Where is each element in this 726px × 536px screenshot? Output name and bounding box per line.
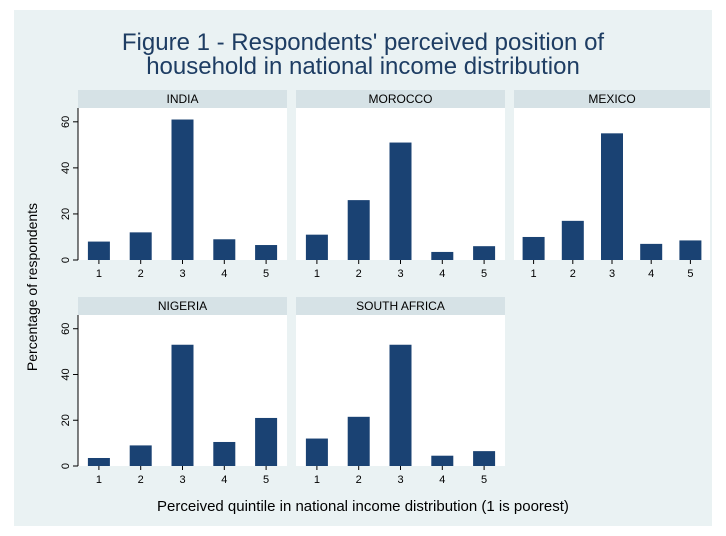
bar (171, 119, 194, 260)
panel-strip (514, 90, 710, 108)
x-tick-label: 1 (314, 474, 320, 486)
panel-strip (78, 90, 287, 108)
y-tick-label: 20 (60, 414, 72, 426)
y-tick-label: 40 (60, 162, 72, 174)
bar (171, 344, 194, 466)
x-tick-label: 1 (531, 268, 537, 280)
chart-title-line-2: household in national income distributio… (146, 53, 580, 80)
y-tick-label: 20 (60, 208, 72, 220)
x-tick-label: 2 (570, 268, 576, 280)
x-tick-label: 4 (439, 474, 445, 486)
bar (473, 246, 496, 260)
bar (129, 445, 152, 466)
x-tick-label: 5 (263, 474, 269, 486)
x-tick-label: 2 (356, 474, 362, 486)
bar (561, 220, 584, 260)
x-tick-label: 4 (648, 268, 654, 280)
x-tick-label: 3 (609, 268, 615, 280)
x-tick-label: 3 (397, 268, 403, 280)
x-tick-label: 4 (439, 268, 445, 280)
x-tick-label: 5 (481, 268, 487, 280)
panel-title: SOUTH AFRICA (356, 299, 445, 313)
bar (679, 240, 702, 260)
bar (305, 234, 328, 260)
bar (305, 438, 328, 466)
x-tick-label: 5 (263, 268, 269, 280)
bar (87, 241, 110, 260)
y-tick-label: 60 (60, 116, 72, 128)
x-tick-label: 1 (314, 268, 320, 280)
bar (347, 416, 370, 466)
bar (431, 455, 454, 466)
y-tick-label: 0 (60, 463, 72, 469)
x-tick-label: 3 (397, 474, 403, 486)
bar (431, 251, 454, 260)
bar (255, 417, 278, 466)
x-tick-label: 2 (138, 268, 144, 280)
panel-title: NIGERIA (157, 299, 208, 313)
bar (473, 451, 496, 466)
bar (640, 243, 663, 260)
bar (389, 344, 412, 466)
x-tick-label: 1 (96, 474, 102, 486)
bar (601, 133, 623, 260)
y-tick-label: 60 (60, 323, 72, 335)
panel-title: MOROCCO (368, 92, 433, 106)
panel-strip (296, 90, 505, 108)
panel-title: INDIA (166, 92, 199, 106)
x-tick-label: 5 (481, 474, 487, 486)
x-tick-label: 2 (138, 474, 144, 486)
x-tick-label: 2 (356, 268, 362, 280)
x-tick-label: 3 (179, 268, 185, 280)
bar (389, 142, 412, 260)
chart-title-line-1: Figure 1 - Respondents' perceived positi… (121, 29, 605, 56)
panel-strip (78, 297, 287, 315)
x-axis-label: Perceived quintile in national income di… (157, 498, 569, 515)
bar (213, 239, 236, 260)
x-tick-label: 4 (221, 474, 227, 486)
y-tick-label: 40 (60, 368, 72, 380)
panel-title: MEXICO (588, 92, 636, 106)
x-tick-label: 1 (96, 268, 102, 280)
x-tick-label: 3 (179, 474, 185, 486)
bar (213, 441, 236, 466)
bar (255, 245, 278, 260)
bar (522, 236, 545, 260)
y-tick-label: 0 (60, 257, 72, 263)
bar (87, 457, 110, 466)
bar (347, 200, 370, 260)
panel-strip (296, 297, 505, 315)
bar (129, 232, 152, 260)
x-tick-label: 5 (687, 268, 693, 280)
x-tick-label: 4 (221, 268, 227, 280)
